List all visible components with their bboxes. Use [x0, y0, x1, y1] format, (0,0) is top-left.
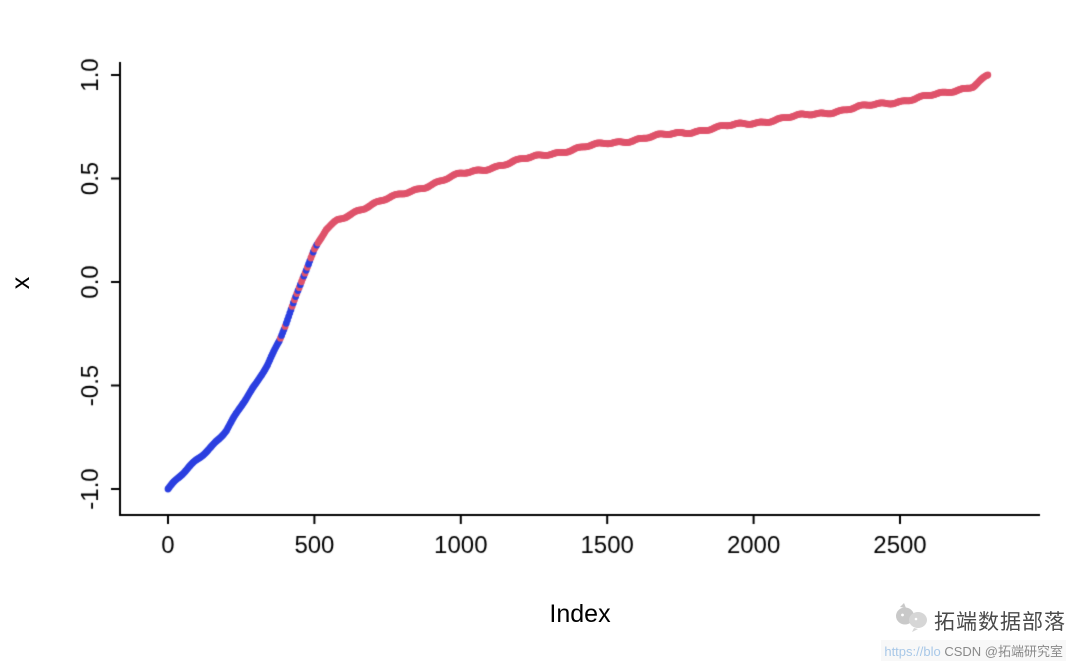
watermark-brand-text: 拓端数据部落 — [934, 610, 1066, 634]
watermark-handle-text: CSDN @拓端研究室 — [944, 644, 1063, 659]
watermark: 拓端数据部落 https://blo CSDN @拓端研究室 — [881, 603, 1066, 661]
watermark-logo-icon — [894, 603, 928, 638]
y-axis-title: x — [7, 276, 35, 290]
watermark-credit: https://blo CSDN @拓端研究室 — [881, 640, 1066, 661]
watermark-url-text: https://blo — [884, 644, 941, 659]
x-axis-title: Index — [549, 600, 611, 628]
